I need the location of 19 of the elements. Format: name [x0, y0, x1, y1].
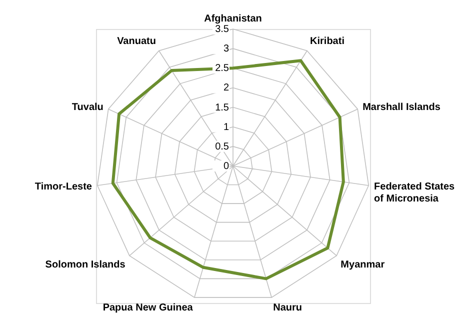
spoke-label: Solomon Islands	[45, 259, 126, 270]
y-tick-label: 0	[223, 161, 230, 172]
y-tick-label: 1.5	[215, 102, 230, 114]
y-tick-label: 3	[223, 44, 230, 55]
spoke-label: Myanmar	[340, 259, 385, 270]
y-tick-label: 2	[223, 82, 230, 94]
y-tick-label: 1	[223, 122, 230, 133]
spoke-label: Afghanistan	[204, 14, 262, 25]
spoke-label: Timor-Leste	[34, 181, 92, 192]
spoke-label: Nauru	[273, 302, 302, 314]
spoke-label: Federated States of Micronesia	[374, 181, 456, 204]
spoke-label: Vanuatu	[117, 36, 156, 48]
spoke-label: Kiribati	[310, 36, 345, 48]
spoke-label: Marshall Islands	[362, 102, 441, 113]
spoke-label: Papua New Guinea	[102, 302, 194, 314]
y-tick-label: 2.5	[215, 63, 230, 74]
spoke-label: Tuvalu	[72, 102, 104, 113]
y-tick-label: 3.5	[215, 24, 230, 35]
y-tick-label: 0.5	[215, 141, 230, 152]
